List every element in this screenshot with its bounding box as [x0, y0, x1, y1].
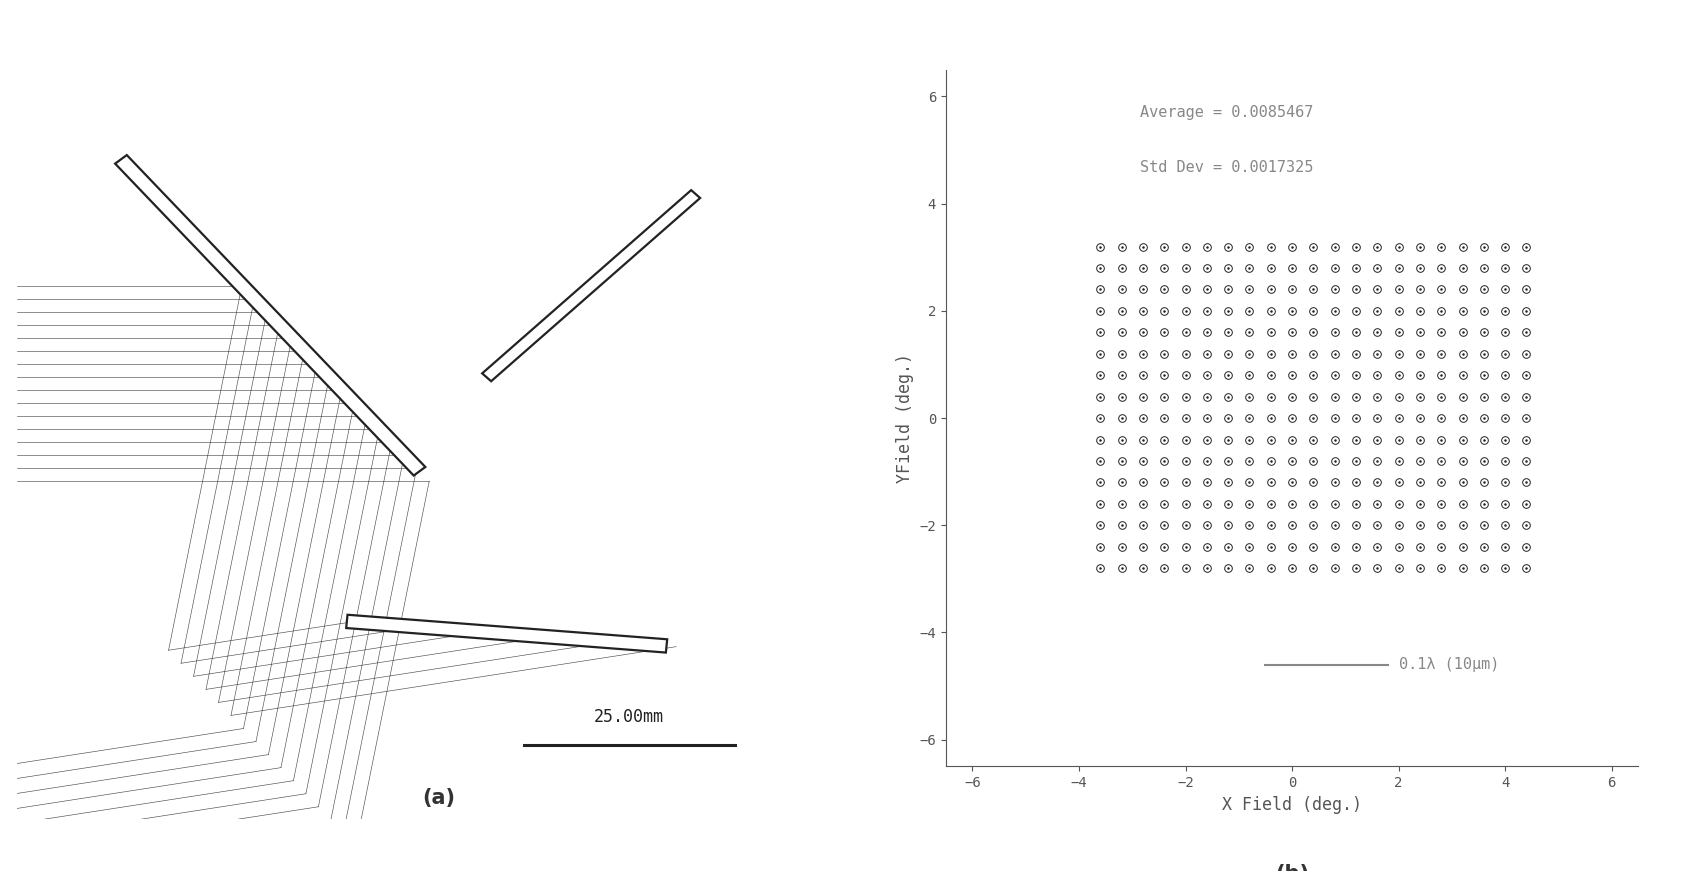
Text: (b): (b)	[1275, 864, 1309, 871]
Text: 25.00mm: 25.00mm	[595, 708, 664, 726]
Polygon shape	[346, 615, 667, 652]
Y-axis label: YField (deg.): YField (deg.)	[895, 353, 914, 483]
Text: 0.1λ (10μm): 0.1λ (10μm)	[1398, 657, 1500, 672]
Text: Average = 0.0085467: Average = 0.0085467	[1140, 105, 1312, 119]
Polygon shape	[481, 190, 701, 381]
Text: Std Dev = 0.0017325: Std Dev = 0.0017325	[1140, 160, 1312, 175]
Text: (a): (a)	[422, 787, 456, 807]
X-axis label: X Field (deg.): X Field (deg.)	[1223, 796, 1361, 814]
Polygon shape	[115, 155, 426, 476]
